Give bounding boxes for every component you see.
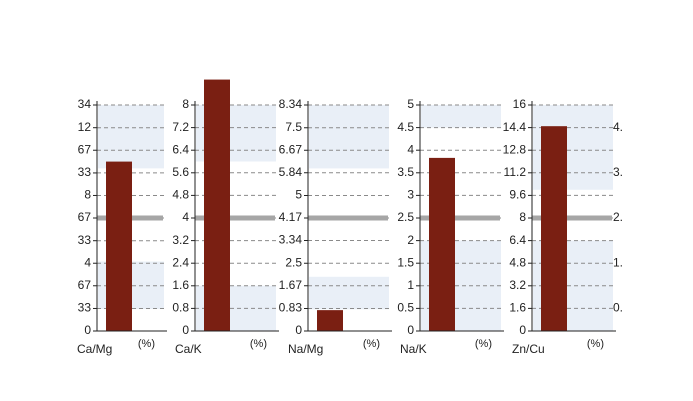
- x-axis-label: Na/Mg: [288, 342, 323, 356]
- y-tick-label: 8: [182, 97, 189, 111]
- reference-band: [421, 105, 501, 128]
- unit-label: (%): [138, 338, 155, 350]
- y-tick-label: 4: [182, 210, 189, 224]
- y-tick-label: 4.5: [397, 120, 414, 134]
- unit-label: (%): [475, 338, 492, 350]
- y-tick-label: 9.6: [509, 188, 526, 202]
- y-tick-label: 1.6: [172, 278, 189, 292]
- y-tick-label: 0: [84, 323, 91, 337]
- y-tick-label: 3.5: [397, 165, 414, 179]
- y-tick-label: 8: [84, 188, 91, 202]
- y-tick-label: 67: [78, 210, 92, 224]
- bar: [106, 161, 132, 331]
- y-tick-label: 1.6: [509, 301, 526, 315]
- y-tick-label: 1.5: [397, 255, 414, 269]
- y-tick-label: 33: [78, 165, 92, 179]
- y-tick-label: 3.2: [509, 278, 526, 292]
- y-tick-label: 33: [78, 301, 92, 315]
- x-axis-label: Ca/K: [175, 342, 202, 356]
- y-tick-label: 0: [519, 323, 526, 337]
- y-tick-label: 5.84: [279, 165, 303, 179]
- y-tick-label: 4: [407, 142, 414, 156]
- y-tick-label: 2: [407, 233, 414, 247]
- y-tick-label: 6.4: [172, 142, 189, 156]
- reference-band: [309, 105, 389, 169]
- y-tick-label: 5: [407, 97, 414, 111]
- y-tick-label: 0: [295, 323, 302, 337]
- y-tick-label: 33: [78, 233, 92, 247]
- y-tick-label: 3.34: [279, 233, 303, 247]
- y2-tick-label: 2.: [613, 210, 623, 224]
- bar: [541, 126, 567, 331]
- y-tick-label: 0: [182, 323, 189, 337]
- y-tick-label: 5: [295, 188, 302, 202]
- y-tick-label: 67: [78, 142, 92, 156]
- y-tick-label: 6.4: [509, 233, 526, 247]
- y-tick-label: 7.5: [285, 120, 302, 134]
- y-tick-label: 12.8: [503, 142, 527, 156]
- y-tick-label: 12: [78, 120, 92, 134]
- bar: [317, 310, 343, 331]
- reference-band: [309, 276, 389, 310]
- y-tick-label: 16: [513, 97, 527, 111]
- y-tick-label: 2.5: [285, 255, 302, 269]
- y-tick-label: 7.2: [172, 120, 189, 134]
- y-tick-label: 4: [84, 255, 91, 269]
- y-tick-label: 6.67: [279, 142, 303, 156]
- y-tick-label: 34: [78, 97, 92, 111]
- x-axis-label: Na/K: [400, 342, 427, 356]
- y-tick-label: 0.8: [172, 301, 189, 315]
- y-tick-label: 1: [407, 278, 414, 292]
- unit-label: (%): [363, 338, 380, 350]
- y-tick-label: 5.6: [172, 165, 189, 179]
- y-tick-label: 4.8: [172, 188, 189, 202]
- y2-tick-label: 4.: [613, 120, 623, 134]
- y-tick-label: 1.67: [279, 278, 303, 292]
- y2-tick-label: 3.: [613, 165, 623, 179]
- y-tick-label: 8: [519, 210, 526, 224]
- y-tick-label: 4.8: [509, 255, 526, 269]
- x-axis-label: Ca/Mg: [77, 342, 112, 356]
- y-tick-label: 0.5: [397, 301, 414, 315]
- y-tick-label: 0.83: [279, 301, 303, 315]
- y-tick-label: 11.2: [504, 165, 527, 179]
- y-tick-label: 2.5: [397, 210, 414, 224]
- y-tick-label: 2.4: [172, 255, 189, 269]
- reference-band: [98, 105, 164, 169]
- bar: [204, 79, 230, 331]
- y-tick-label: 67: [78, 278, 92, 292]
- unit-label: (%): [250, 338, 267, 350]
- x-axis-label: Zn/Cu: [512, 342, 545, 356]
- y2-tick-label: 1.: [613, 255, 623, 269]
- y-tick-label: 14.4: [503, 120, 527, 134]
- y-tick-label: 3.2: [172, 233, 189, 247]
- unit-label: (%): [587, 338, 604, 350]
- y-tick-label: 0: [407, 323, 414, 337]
- y2-tick-label: 0.: [613, 301, 623, 315]
- y-tick-label: 8.34: [279, 97, 303, 111]
- y-tick-label: 3: [407, 188, 414, 202]
- bar: [429, 157, 455, 331]
- y-tick-label: 4.17: [279, 210, 303, 224]
